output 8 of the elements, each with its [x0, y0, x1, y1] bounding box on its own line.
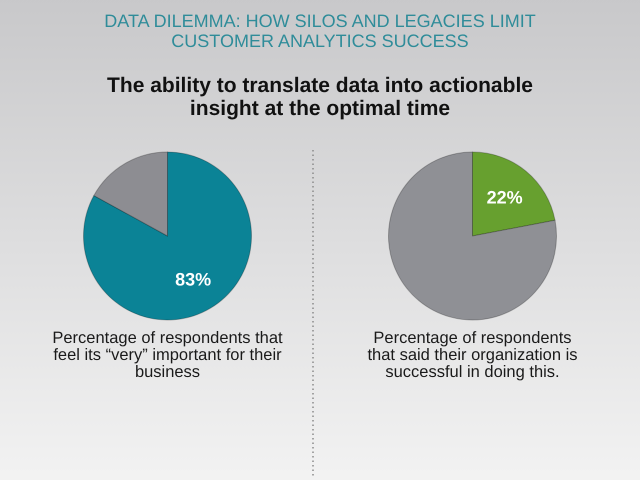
text: The ability to translate data into actionable insight at the optimal time: [107, 74, 533, 120]
data-label: 22%: [486, 187, 523, 208]
pie-slice: [388, 152, 557, 320]
text: Percentage of respondents that feel its “very” important for their business: [52, 329, 284, 381]
text: DATA DILEMMA: HOW SILOS AND LEGACIES LIMIT CUSTOMER ANALYTICS SUCCESS: [104, 11, 536, 51]
data-label: 83%: [175, 270, 212, 290]
pie-slice: [83, 152, 252, 320]
text: Percentage of respondents that said their organization is successful in doing this.: [367, 329, 578, 381]
